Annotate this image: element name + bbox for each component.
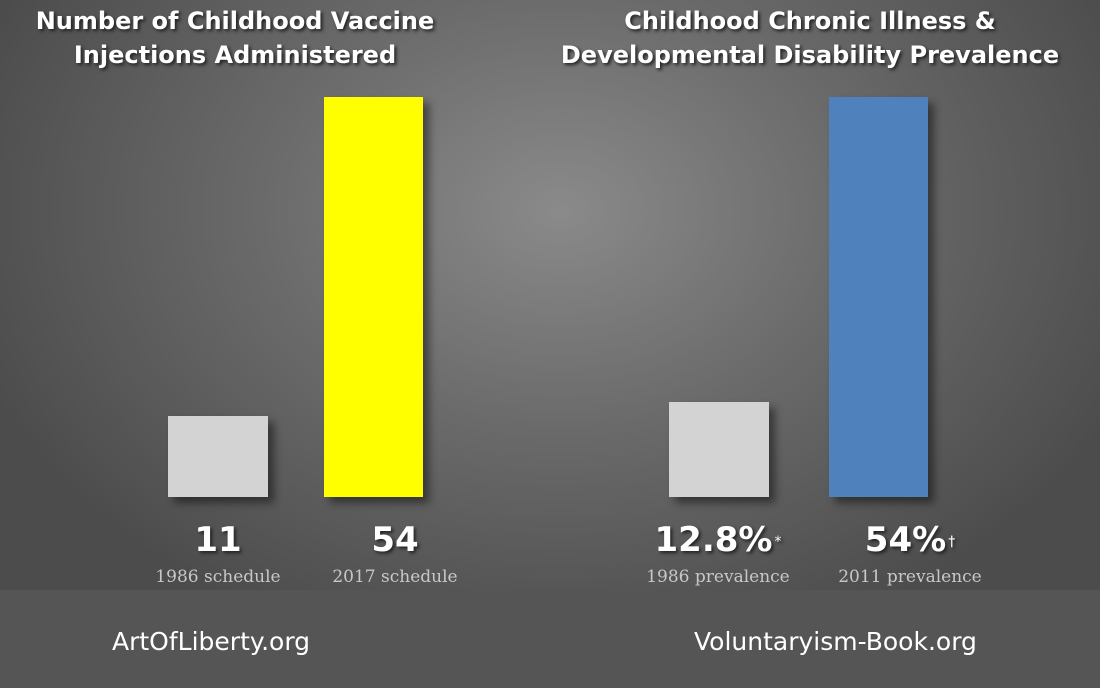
- chart-1-value-label-1: 11: [108, 518, 328, 562]
- chart-1-category-label-2: 2017 schedule: [332, 567, 458, 587]
- chart-1-title: Number of Childhood Vaccine Injections A…: [35, 7, 435, 69]
- chart-2-category-label-1: 1986 prevalence: [646, 567, 790, 587]
- chart-1-bar-1: [168, 416, 268, 497]
- chart-2-value-label-1: 12.8% *: [608, 518, 828, 562]
- chart-1-value-label-2: 54: [285, 518, 505, 562]
- chart-2-category-label-2: 2011 prevalence: [838, 567, 982, 587]
- value-text: 54%: [864, 520, 947, 560]
- chart-background: [0, 0, 1100, 590]
- footer-bar: [0, 590, 1100, 688]
- chart-2-bar-2: [829, 97, 928, 497]
- footer-right-link[interactable]: Voluntaryism-Book.org: [694, 627, 977, 656]
- chart-2-title: Childhood Chronic Illness & Developmenta…: [560, 7, 1060, 69]
- footnote-mark: †: [948, 534, 956, 550]
- value-text: 11: [194, 520, 242, 560]
- chart-2-bar-1: [669, 402, 769, 497]
- footnote-mark: *: [774, 534, 782, 550]
- value-text: 54: [371, 520, 419, 560]
- chart-2-value-label-2: 54% †: [800, 518, 1020, 562]
- chart-1-bar-2: [324, 97, 423, 497]
- footer-left-link[interactable]: ArtOfLiberty.org: [112, 627, 311, 656]
- chart-1-category-label-1: 1986 schedule: [155, 567, 281, 587]
- value-text: 12.8%: [654, 520, 773, 560]
